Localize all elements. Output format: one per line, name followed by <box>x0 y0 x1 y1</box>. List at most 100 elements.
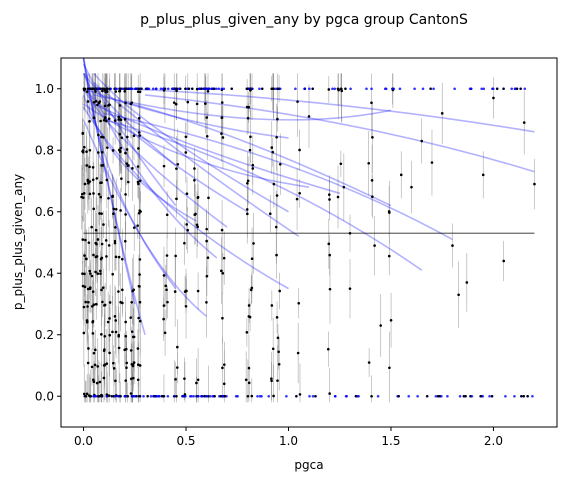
data-point <box>221 136 225 139</box>
data-point <box>102 364 106 367</box>
data-point <box>103 304 106 307</box>
data-point <box>107 117 111 121</box>
data-point <box>91 332 95 335</box>
data-point <box>92 100 96 104</box>
data-point <box>222 256 226 260</box>
fit-curve <box>144 94 535 173</box>
data-point <box>88 180 92 183</box>
data-point <box>98 380 102 384</box>
data-point <box>367 361 371 364</box>
boundary-point <box>470 394 474 398</box>
data-point <box>81 150 84 153</box>
data-point <box>327 193 331 196</box>
data-point <box>96 103 99 107</box>
data-point <box>420 139 424 143</box>
y-tick-label: 0.4 <box>35 266 54 280</box>
data-point <box>123 118 127 121</box>
boundary-point <box>160 395 164 398</box>
data-point <box>123 348 126 352</box>
data-point <box>252 242 255 245</box>
boundary-point <box>162 87 165 91</box>
data-point <box>328 392 331 395</box>
data-point <box>275 316 279 319</box>
data-point <box>92 253 95 257</box>
data-point <box>136 347 140 350</box>
data-point <box>138 273 141 276</box>
data-point <box>326 347 330 351</box>
boundary-point <box>333 87 337 91</box>
data-point <box>247 366 251 370</box>
boundary-point <box>158 394 161 398</box>
data-point <box>271 87 274 91</box>
data-point <box>86 361 90 365</box>
boundary-point <box>109 87 113 91</box>
data-point <box>124 320 127 324</box>
boundary-point <box>222 87 226 91</box>
fit-curve <box>103 112 453 241</box>
data-point <box>175 197 178 201</box>
data-point <box>129 377 133 381</box>
data-point <box>250 394 254 398</box>
boundary-point <box>93 394 97 398</box>
boundary-point <box>192 394 195 398</box>
data-point <box>165 213 169 217</box>
errorbar-layer <box>81 73 535 403</box>
data-point <box>136 378 140 382</box>
data-point <box>112 212 115 215</box>
boundary-point <box>83 395 87 398</box>
data-point <box>124 101 127 105</box>
data-point <box>129 316 132 319</box>
data-point <box>132 376 135 380</box>
y-tick-label: 0.8 <box>35 143 54 157</box>
boundary-point <box>436 395 440 398</box>
data-point <box>100 242 104 246</box>
data-point <box>82 331 86 335</box>
data-point <box>117 333 121 337</box>
data-point <box>221 366 224 370</box>
data-point <box>440 112 444 115</box>
boundary-point <box>142 394 145 398</box>
boundary-point <box>123 394 127 398</box>
data-point <box>371 195 374 199</box>
data-point <box>83 272 86 276</box>
data-point <box>84 238 87 242</box>
data-point <box>92 116 96 120</box>
boundary-point <box>354 395 358 398</box>
data-point <box>277 350 280 354</box>
data-point <box>298 192 301 195</box>
boundary-point <box>531 394 534 398</box>
data-point <box>82 392 86 396</box>
data-point <box>220 116 224 119</box>
data-point <box>112 207 116 211</box>
data-point <box>125 162 129 165</box>
x-axis-label: pgca <box>294 458 323 472</box>
data-point <box>271 347 275 351</box>
boundary-point <box>425 395 429 398</box>
boundary-point <box>183 394 187 398</box>
y-tick-label: 0.6 <box>35 205 54 219</box>
data-point <box>296 351 300 355</box>
data-point <box>100 135 103 139</box>
boundary-point <box>365 87 368 91</box>
fit-curve <box>82 63 177 207</box>
data-point <box>278 289 281 293</box>
data-point <box>206 256 210 260</box>
data-point <box>166 300 169 304</box>
data-point <box>85 392 89 396</box>
data-point <box>186 228 190 232</box>
data-point <box>387 254 391 258</box>
data-point <box>137 147 140 150</box>
data-point <box>370 179 374 182</box>
data-point <box>205 274 209 278</box>
data-point <box>195 381 198 385</box>
data-point <box>174 254 177 258</box>
boundary-point <box>181 394 185 398</box>
data-point <box>138 90 142 94</box>
data-point <box>373 244 376 247</box>
data-point <box>88 165 91 169</box>
data-point <box>183 241 186 245</box>
data-point <box>220 228 224 232</box>
data-point <box>492 96 495 100</box>
boundary-point <box>479 395 482 398</box>
data-point <box>118 104 122 107</box>
